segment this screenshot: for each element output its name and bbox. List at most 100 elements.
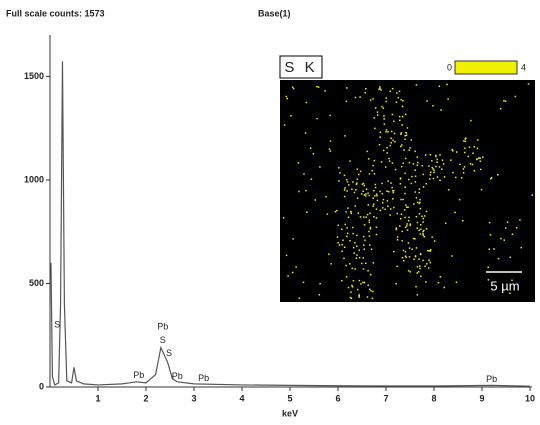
map-dot <box>416 164 419 166</box>
map-dot <box>429 250 432 252</box>
map-dot <box>375 226 378 229</box>
map-dot <box>408 161 411 164</box>
map-dot <box>345 276 348 278</box>
map-dot <box>379 87 381 90</box>
map-dot <box>346 235 348 238</box>
map-dot <box>401 105 404 108</box>
map-dot <box>404 134 406 137</box>
map-dot <box>328 253 330 256</box>
map-dot <box>473 170 476 172</box>
map-dot <box>384 208 386 211</box>
map-dot <box>428 250 430 252</box>
map-dot <box>399 183 402 185</box>
map-dot <box>389 90 391 93</box>
map-dot <box>390 182 392 184</box>
map-dot <box>351 267 353 270</box>
map-dot <box>363 184 366 187</box>
map-dot <box>415 84 418 86</box>
map-dot <box>368 235 371 237</box>
x-tick-label: 5 <box>287 393 292 403</box>
map-dot <box>396 212 398 215</box>
map-dot <box>350 211 352 213</box>
map-dot <box>393 206 395 209</box>
map-dot <box>499 107 502 110</box>
map-dot <box>374 195 376 197</box>
map-dot <box>422 186 425 188</box>
map-dot <box>372 98 374 100</box>
map-dot <box>419 201 421 204</box>
map-dot <box>351 188 353 190</box>
map-dot <box>460 177 463 179</box>
map-dot <box>436 158 438 161</box>
map-dot <box>391 162 394 164</box>
map-dot <box>421 164 424 167</box>
map-dot <box>487 266 489 269</box>
map-dot <box>341 228 343 230</box>
map-dot <box>426 249 429 252</box>
map-dot <box>418 191 421 194</box>
map-dot <box>343 195 346 198</box>
map-dot <box>390 137 392 140</box>
map-dot <box>497 174 499 176</box>
map-dot <box>419 267 421 270</box>
map-dot <box>363 216 365 218</box>
map-dot <box>459 163 461 166</box>
map-dot <box>376 199 379 202</box>
map-dot <box>346 181 349 183</box>
map-dot <box>362 268 365 270</box>
map-dot <box>355 245 358 247</box>
map-dot <box>408 216 410 219</box>
map-dot <box>381 182 383 185</box>
map-dot <box>392 198 394 200</box>
map-dot <box>369 228 372 230</box>
map-dot <box>416 294 419 296</box>
map-dot <box>367 192 369 194</box>
map-dot <box>406 206 408 208</box>
map-dot <box>476 158 478 160</box>
map-dot <box>381 105 383 108</box>
map-dot <box>402 100 404 102</box>
map-dot <box>503 100 505 102</box>
map-dot <box>383 118 385 120</box>
map-dot <box>419 275 422 277</box>
map-dot <box>433 169 435 172</box>
map-dot <box>419 207 422 210</box>
map-dot <box>382 198 385 201</box>
map-dot <box>433 240 436 242</box>
map-dot <box>464 138 466 140</box>
map-dot <box>402 162 404 165</box>
map-dot <box>511 233 514 235</box>
map-dot <box>520 246 522 249</box>
map-dot <box>407 206 409 209</box>
map-dot <box>386 190 388 192</box>
map-dot <box>422 230 424 233</box>
x-tick-label: 4 <box>239 393 244 403</box>
map-dot <box>319 166 321 168</box>
map-dot <box>348 184 350 186</box>
map-dot <box>391 186 393 189</box>
map-dot <box>356 168 359 170</box>
map-dot <box>401 144 403 146</box>
map-dot <box>362 235 365 238</box>
map-dot <box>379 86 381 88</box>
map-dot <box>326 213 329 215</box>
peak-label: S <box>160 335 166 345</box>
map-dot <box>418 229 420 231</box>
map-dot <box>346 190 348 192</box>
map-dot <box>421 215 423 218</box>
map-dot <box>531 194 533 196</box>
map-dot <box>395 228 398 231</box>
map-dot <box>386 152 388 154</box>
map-dot <box>368 173 371 175</box>
map-dot <box>329 140 332 142</box>
map-dot <box>411 248 413 250</box>
map-dot <box>354 96 357 99</box>
map-dot <box>385 129 388 131</box>
map-dot <box>375 208 378 210</box>
map-dot <box>371 170 373 172</box>
map-dot <box>355 257 358 259</box>
map-dot <box>418 213 421 215</box>
map-dot <box>380 161 383 163</box>
map-dot <box>318 293 321 296</box>
